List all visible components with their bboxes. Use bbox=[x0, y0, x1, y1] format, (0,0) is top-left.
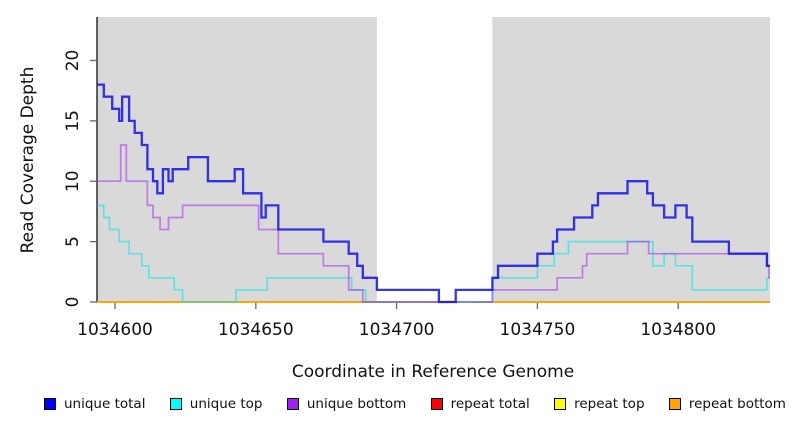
coverage-plot: 1034600 1034650 1034700 1034750 1034800 0 5 10 1… bbox=[18, 17, 770, 382]
legend-item-repeat-bottom: repeat bottom bbox=[668, 396, 786, 412]
no-data-band bbox=[376, 17, 493, 302]
legend-label: unique total bbox=[64, 396, 146, 412]
y-tick-label: 10 bbox=[63, 170, 83, 192]
y-tick-label: 20 bbox=[63, 50, 83, 72]
legend-swatch-icon bbox=[169, 398, 182, 410]
x-tick-label: 1034700 bbox=[359, 320, 435, 340]
plot-panel bbox=[97, 17, 770, 302]
series-layer bbox=[97, 83, 770, 304]
x-tick-label: 1034800 bbox=[640, 320, 716, 340]
x-tick-label: 1034600 bbox=[77, 320, 153, 340]
legend-label: repeat top bbox=[574, 396, 645, 412]
x-tick-label: 1034650 bbox=[218, 320, 294, 340]
legend-item-repeat-top: repeat top bbox=[554, 396, 645, 412]
x-tick-label: 1034750 bbox=[500, 320, 576, 340]
series-line-unique-bottom bbox=[97, 144, 770, 303]
y-tick-label: 5 bbox=[63, 236, 83, 247]
legend-swatch-icon bbox=[668, 398, 681, 410]
legend-swatch-icon bbox=[286, 398, 299, 410]
legend-item-repeat-total: repeat total bbox=[430, 396, 530, 412]
legend-item-unique-top: unique top bbox=[169, 396, 263, 412]
y-tick-label: 0 bbox=[63, 297, 83, 308]
legend-swatch-icon bbox=[430, 398, 443, 410]
series-line-unique-top bbox=[97, 204, 770, 303]
x-axis-title: Coordinate in Reference Genome bbox=[292, 362, 574, 382]
legend-label: repeat total bbox=[450, 396, 530, 412]
legend-swatch-icon bbox=[554, 398, 567, 410]
series-line-unique-total bbox=[97, 83, 770, 304]
legend-label: unique bottom bbox=[306, 396, 407, 412]
legend: unique total unique top unique bottom repea… bbox=[44, 396, 786, 412]
y-tick-label: 15 bbox=[63, 110, 83, 132]
legend-swatch-icon bbox=[44, 398, 56, 410]
y-axis-title: Read Coverage Depth bbox=[18, 67, 38, 254]
legend-label: repeat bottom bbox=[688, 396, 786, 412]
legend-label: unique top bbox=[189, 396, 263, 412]
legend-item-unique-total: unique total bbox=[44, 396, 145, 412]
legend-item-unique-bottom: unique bottom bbox=[286, 396, 407, 412]
